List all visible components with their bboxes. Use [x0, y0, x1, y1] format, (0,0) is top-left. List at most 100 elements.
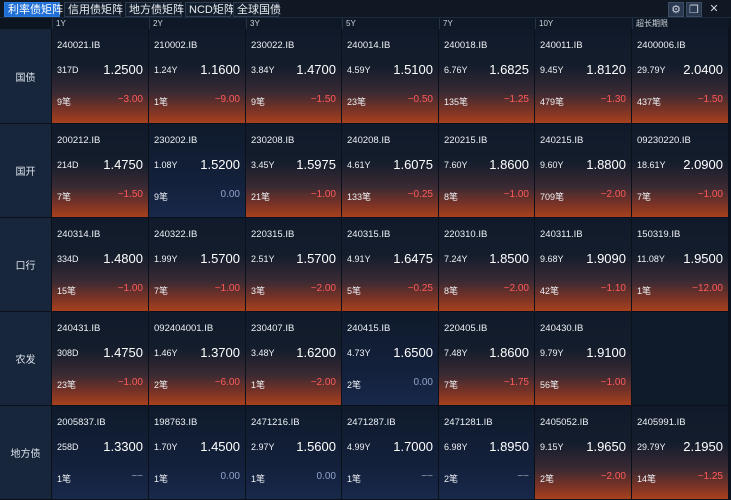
matrix-cell[interactable]: 2400006.IB 29.79Y 2.0400 437笔 −1.50 [632, 29, 729, 124]
bp-change: −9.00 [214, 94, 240, 105]
trade-count: 1笔 [637, 286, 652, 296]
tab-ncd-matrix[interactable]: NCD矩阵 [185, 2, 235, 17]
matrix-cell[interactable]: 240430.IB 9.79Y 1.9100 56笔 −1.00 [535, 312, 632, 406]
yield-value: 1.4700 [296, 62, 336, 77]
matrix-cell[interactable]: 240011.IB 9.45Y 1.8120 479笔 −1.30 [535, 29, 632, 124]
tab-rate-bond-matrix[interactable]: 利率债矩阵 [4, 2, 63, 17]
matrix-cell[interactable]: 2005837.IB 258D 1.3300 1笔 −− [52, 406, 149, 500]
tab-credit-bond-matrix[interactable]: 信用债矩阵 [64, 2, 123, 17]
bond-code: 2005837.IB [57, 417, 106, 428]
bond-code: 240215.IB [540, 135, 584, 146]
matrix-cell[interactable]: 210002.IB 1.24Y 1.1600 1笔 −9.00 [149, 29, 246, 124]
bp-change: −0.50 [407, 94, 433, 105]
bp-change: −0.25 [407, 189, 433, 200]
bond-code: 240208.IB [347, 135, 391, 146]
remaining-term: 2.97Y [251, 442, 275, 452]
trade-count: 2笔 [154, 380, 169, 390]
matrix-cell[interactable]: 230202.IB 1.08Y 1.5200 9笔 0.00 [149, 124, 246, 218]
matrix-cell[interactable]: 230022.IB 3.84Y 1.4700 9笔 −1.50 [246, 29, 342, 124]
trade-count: 7笔 [637, 192, 652, 202]
tab-bar: 利率债矩阵 信用债矩阵 地方债矩阵 NCD矩阵 全球国债 ⚙ ❐ ✕ [0, 0, 731, 18]
remaining-term: 7.48Y [444, 348, 468, 358]
remaining-term: 214D [57, 160, 79, 170]
bond-code: 240021.IB [57, 40, 101, 51]
matrix-cell[interactable]: 240314.IB 334D 1.4800 15笔 −1.00 [52, 218, 149, 312]
yield-value: 1.5100 [393, 62, 433, 77]
bond-code: 150319.IB [637, 229, 681, 240]
matrix-cell[interactable]: 240311.IB 9.68Y 1.9090 42笔 −1.10 [535, 218, 632, 312]
matrix-cell[interactable]: 2405991.IB 29.79Y 2.1950 14笔 −1.25 [632, 406, 729, 500]
close-icon[interactable]: ✕ [709, 3, 719, 15]
remaining-term: 2.51Y [251, 254, 275, 264]
matrix-cell[interactable]: 240018.IB 6.76Y 1.6825 135笔 −1.25 [439, 29, 535, 124]
bp-change: −1.00 [214, 283, 240, 294]
matrix-cell[interactable]: 240315.IB 4.91Y 1.6475 5笔 −0.25 [342, 218, 439, 312]
bond-code: 220215.IB [444, 135, 488, 146]
bond-code: 220405.IB [444, 323, 488, 334]
trade-count: 709笔 [540, 192, 565, 202]
yield-value: 1.1600 [200, 62, 240, 77]
trade-count: 7笔 [154, 286, 169, 296]
gear-icon[interactable]: ⚙ [668, 2, 684, 17]
trade-count: 133笔 [347, 192, 372, 202]
matrix-cell[interactable]: 230407.IB 3.48Y 1.6200 1笔 −2.00 [246, 312, 342, 406]
matrix-cell[interactable]: 220405.IB 7.48Y 1.8600 7笔 −1.75 [439, 312, 535, 406]
matrix-cell[interactable]: 092404001.IB 1.46Y 1.3700 2笔 −6.00 [149, 312, 246, 406]
trade-count: 15笔 [57, 286, 77, 296]
matrix-cell[interactable]: 2471216.IB 2.97Y 1.5600 1笔 0.00 [246, 406, 342, 500]
matrix-cell[interactable]: 2471287.IB 4.99Y 1.7000 1笔 −− [342, 406, 439, 500]
tab-global-treasury[interactable]: 全球国债 [233, 2, 281, 17]
bond-code: 240431.IB [57, 323, 101, 334]
yield-value: 1.6075 [393, 157, 433, 172]
remaining-term: 258D [57, 442, 79, 452]
matrix-cell[interactable]: 220310.IB 7.24Y 1.8500 8笔 −2.00 [439, 218, 535, 312]
yield-value: 2.1950 [683, 439, 723, 454]
matrix-cell[interactable]: 150319.IB 11.08Y 1.9500 1笔 −12.00 [632, 218, 729, 312]
remaining-term: 317D [57, 65, 79, 75]
tab-local-bond-matrix[interactable]: 地方债矩阵 [125, 2, 184, 17]
bond-code: 240314.IB [57, 229, 101, 240]
bp-change: −− [421, 471, 433, 482]
matrix-cell[interactable]: 230208.IB 3.45Y 1.5975 21笔 −1.00 [246, 124, 342, 218]
bond-code: 240315.IB [347, 229, 391, 240]
matrix-cell[interactable]: 198763.IB 1.70Y 1.4500 1笔 0.00 [149, 406, 246, 500]
remaining-term: 29.79Y [637, 65, 666, 75]
trade-count: 56笔 [540, 380, 560, 390]
trade-count: 437笔 [637, 97, 662, 107]
matrix-cell[interactable]: 220315.IB 2.51Y 1.5700 3笔 −2.00 [246, 218, 342, 312]
bond-code: 2471281.IB [444, 417, 493, 428]
matrix-cell[interactable]: 240322.IB 1.99Y 1.5700 7笔 −1.00 [149, 218, 246, 312]
trade-count: 2笔 [444, 474, 459, 484]
matrix-cell[interactable]: 2405052.IB 9.15Y 1.9650 2笔 −2.00 [535, 406, 632, 500]
row-header-cdb: 国开 [0, 124, 52, 218]
matrix-cell[interactable]: 240431.IB 308D 1.4750 23笔 −1.00 [52, 312, 149, 406]
matrix-cell[interactable]: 2471281.IB 6.98Y 1.8950 2笔 −− [439, 406, 535, 500]
trade-count: 1笔 [251, 380, 266, 390]
matrix-cell[interactable]: 09230220.IB 18.61Y 2.0900 7笔 −1.00 [632, 124, 729, 218]
trade-count: 1笔 [347, 474, 362, 484]
matrix-cell[interactable]: 240415.IB 4.73Y 1.6500 2笔 0.00 [342, 312, 439, 406]
yield-value: 1.9500 [683, 251, 723, 266]
yield-value: 1.6825 [489, 62, 529, 77]
copy-window-icon[interactable]: ❐ [686, 2, 702, 17]
yield-value: 2.0900 [683, 157, 723, 172]
trade-count: 9笔 [251, 97, 266, 107]
matrix-cell[interactable]: 200212.IB 214D 1.4750 7笔 −1.50 [52, 124, 149, 218]
matrix-cell[interactable]: 240014.IB 4.59Y 1.5100 23笔 −0.50 [342, 29, 439, 124]
yield-value: 1.4500 [200, 439, 240, 454]
yield-value: 1.8120 [586, 62, 626, 77]
yield-value: 1.4750 [103, 157, 143, 172]
matrix-cell[interactable]: 220215.IB 7.60Y 1.8600 8笔 −1.00 [439, 124, 535, 218]
matrix-cell[interactable]: 240021.IB 317D 1.2500 9笔 −3.00 [52, 29, 149, 124]
bond-code: 2405052.IB [540, 417, 589, 428]
bp-change: 0.00 [316, 471, 336, 482]
bp-change: −1.00 [600, 377, 626, 388]
column-header-1y: 1Y [52, 18, 149, 29]
remaining-term: 6.76Y [444, 65, 468, 75]
matrix-cell[interactable]: 240208.IB 4.61Y 1.6075 133笔 −0.25 [342, 124, 439, 218]
bond-code: 230202.IB [154, 135, 198, 146]
trade-count: 3笔 [251, 286, 266, 296]
yield-value: 1.7000 [393, 439, 433, 454]
matrix-cell[interactable]: 240215.IB 9.60Y 1.8800 709笔 −2.00 [535, 124, 632, 218]
remaining-term: 9.45Y [540, 65, 564, 75]
